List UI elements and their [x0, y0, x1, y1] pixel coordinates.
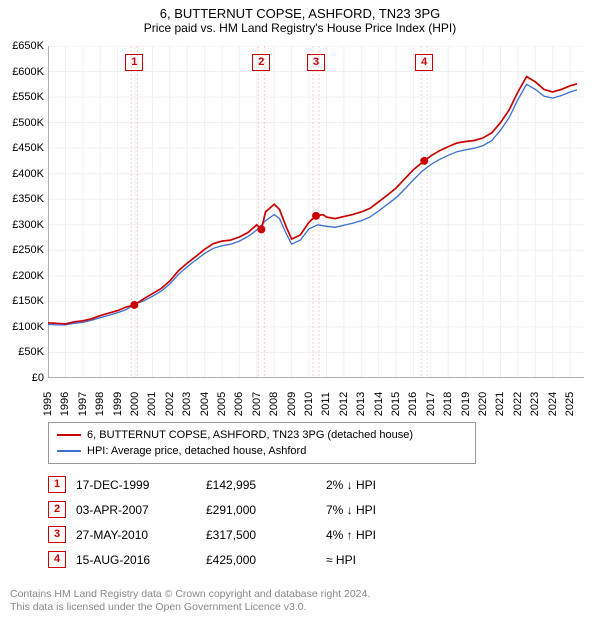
x-tick-label: 2008 [268, 392, 280, 416]
y-tick-label: £650K [0, 40, 44, 52]
table-row: 327-MAY-2010£317,5004% ↑ HPI [48, 522, 426, 547]
y-tick-label: £250K [0, 244, 44, 256]
page-title: 6, BUTTERNUT COPSE, ASHFORD, TN23 3PG [0, 0, 600, 21]
y-tick-label: £300K [0, 219, 44, 231]
table-row: 117-DEC-1999£142,9952% ↓ HPI [48, 472, 426, 497]
x-tick-label: 2005 [216, 392, 228, 416]
x-tick-label: 2009 [286, 392, 298, 416]
legend-label: 6, BUTTERNUT COPSE, ASHFORD, TN23 3PG (d… [87, 427, 413, 443]
y-tick-label: £0 [0, 372, 44, 384]
x-tick-label: 2013 [355, 392, 367, 416]
x-tick-label: 1995 [42, 392, 54, 416]
y-tick-label: £350K [0, 193, 44, 205]
footer: Contains HM Land Registry data © Crown c… [10, 588, 370, 614]
y-tick-label: £450K [0, 142, 44, 154]
x-tick-label: 2017 [425, 392, 437, 416]
x-tick-label: 2015 [390, 392, 402, 416]
y-tick-label: £50K [0, 346, 44, 358]
x-tick-label: 2010 [303, 392, 315, 416]
x-tick-label: 2018 [442, 392, 454, 416]
x-tick-label: 2003 [181, 392, 193, 416]
x-tick-label: 2023 [529, 392, 541, 416]
sales-table-body: 117-DEC-1999£142,9952% ↓ HPI203-APR-2007… [48, 472, 426, 572]
x-tick-label: 2016 [407, 392, 419, 416]
legend-box: 6, BUTTERNUT COPSE, ASHFORD, TN23 3PG (d… [48, 422, 476, 464]
sale-marker-label: 3 [307, 54, 325, 71]
y-tick-label: £100K [0, 321, 44, 333]
legend: 6, BUTTERNUT COPSE, ASHFORD, TN23 3PG (d… [48, 422, 584, 464]
x-tick-label: 2001 [146, 392, 158, 416]
x-tick-label: 2020 [477, 392, 489, 416]
table-row: 415-AUG-2016£425,000≈ HPI [48, 547, 426, 572]
x-tick-label: 2012 [338, 392, 350, 416]
sales-table: 117-DEC-1999£142,9952% ↓ HPI203-APR-2007… [48, 472, 584, 572]
sale-marker-label: 1 [125, 54, 143, 71]
chart-svg [48, 46, 584, 378]
x-tick-label: 2021 [494, 392, 506, 416]
x-tick-label: 2025 [564, 392, 576, 416]
x-tick-label: 2007 [251, 392, 263, 416]
x-tick-label: 2000 [129, 392, 141, 416]
legend-item-hpi: HPI: Average price, detached house, Ashf… [57, 443, 467, 459]
y-tick-label: £200K [0, 270, 44, 282]
footer-line: This data is licensed under the Open Gov… [10, 601, 370, 614]
x-tick-label: 2006 [233, 392, 245, 416]
y-tick-label: £400K [0, 168, 44, 180]
y-tick-label: £600K [0, 66, 44, 78]
legend-item-price-paid: 6, BUTTERNUT COPSE, ASHFORD, TN23 3PG (d… [57, 427, 467, 443]
legend-label: HPI: Average price, detached house, Ashf… [87, 443, 306, 459]
x-tick-label: 1997 [77, 392, 89, 416]
footer-line: Contains HM Land Registry data © Crown c… [10, 588, 370, 601]
x-tick-label: 1998 [94, 392, 106, 416]
sale-marker-label: 4 [415, 54, 433, 71]
x-tick-label: 1996 [59, 392, 71, 416]
y-tick-label: £150K [0, 295, 44, 307]
sale-marker-label: 2 [252, 54, 270, 71]
legend-swatch [57, 434, 81, 436]
x-tick-label: 2002 [164, 392, 176, 416]
legend-swatch [57, 450, 81, 452]
x-tick-label: 2024 [547, 392, 559, 416]
x-tick-label: 2014 [373, 392, 385, 416]
x-tick-label: 2019 [460, 392, 472, 416]
y-tick-label: £500K [0, 117, 44, 129]
y-tick-label: £550K [0, 91, 44, 103]
x-tick-label: 2004 [199, 392, 211, 416]
table-row: 203-APR-2007£291,0007% ↓ HPI [48, 497, 426, 522]
x-tick-label: 2011 [320, 392, 332, 416]
x-tick-label: 2022 [512, 392, 524, 416]
x-tick-label: 1999 [112, 392, 124, 416]
page-subtitle: Price paid vs. HM Land Registry's House … [0, 21, 600, 39]
chart-container: 6, BUTTERNUT COPSE, ASHFORD, TN23 3PG Pr… [0, 0, 600, 620]
chart-area: £0£50K£100K£150K£200K£250K£300K£350K£400… [48, 46, 584, 378]
